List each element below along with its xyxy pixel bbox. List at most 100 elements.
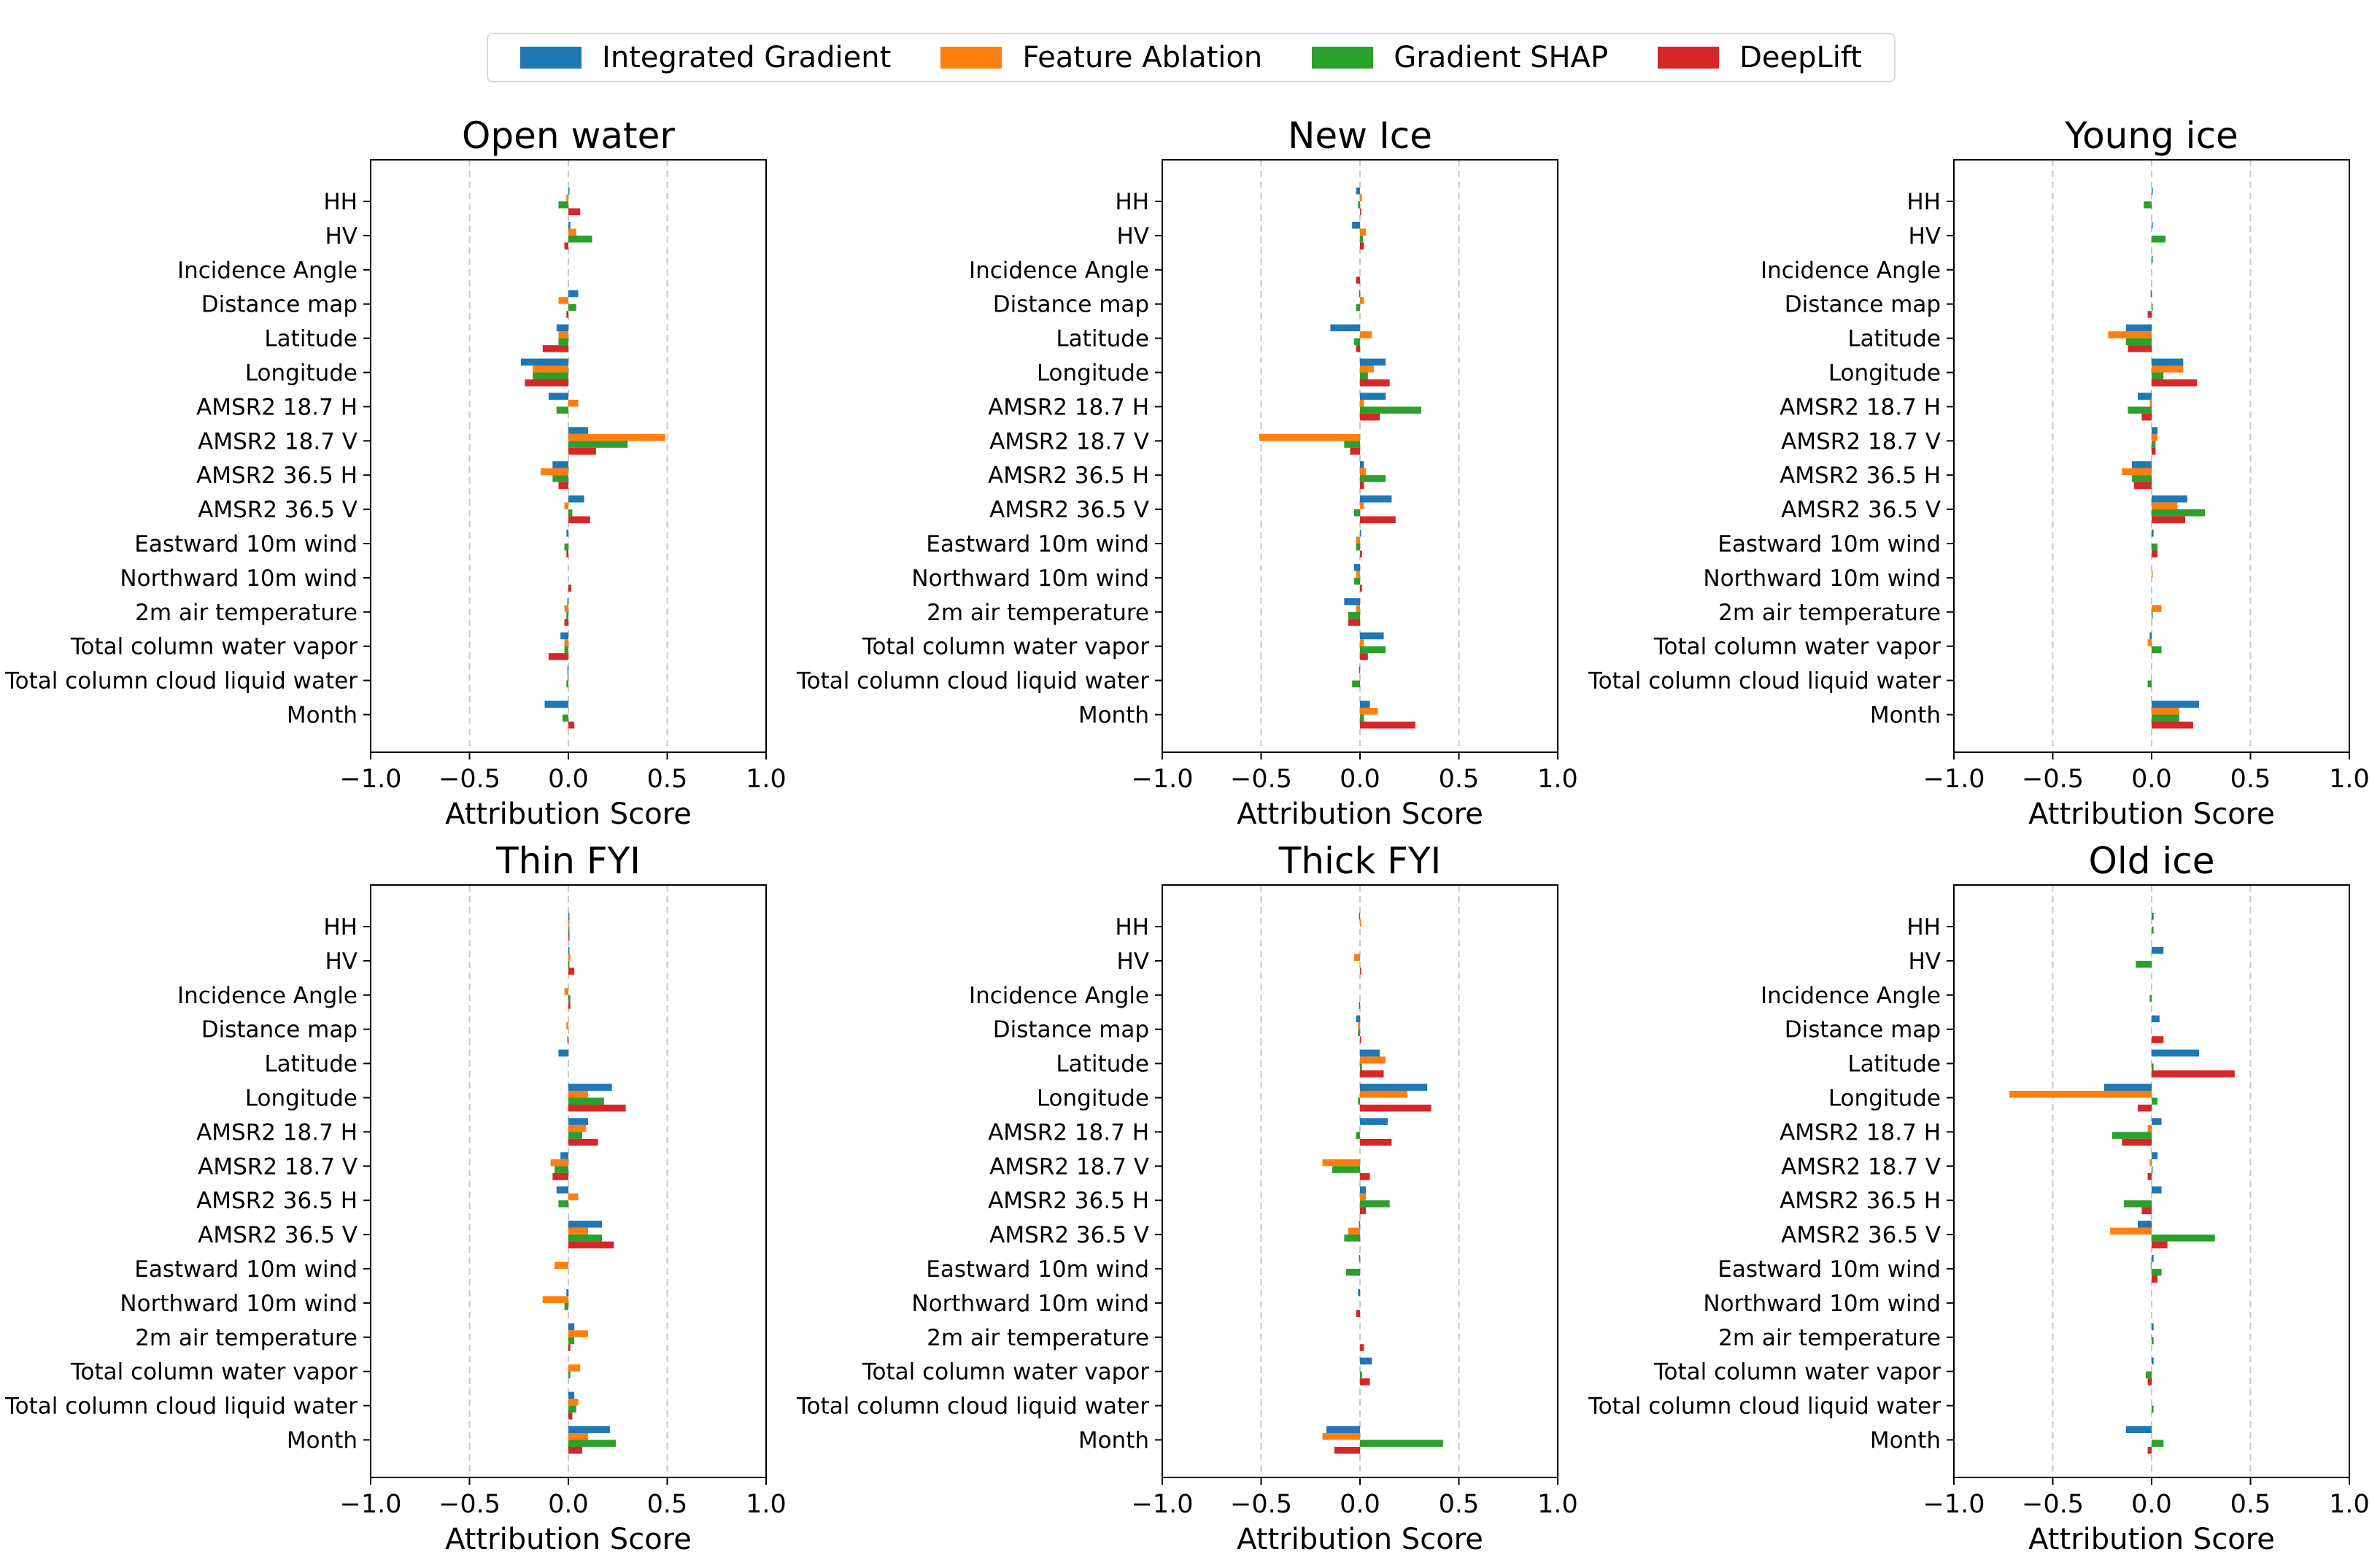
y-tick-label: AMSR2 18.7 V	[198, 1154, 358, 1180]
bar-gradient-shap-amsr2-36-5-h	[552, 475, 568, 482]
bar-integrated-gradient-total-column-cloud-liquid-water	[568, 1391, 575, 1399]
y-tick-label: Total column cloud liquid water	[1588, 668, 1941, 695]
bar-feature-ablation-2m-air-temperature	[2152, 605, 2162, 612]
bar-gradient-shap-amsr2-18-7-h	[2128, 406, 2152, 414]
x-tick-label: −1.0	[340, 1490, 402, 1519]
bar-integrated-gradient-month	[2152, 700, 2200, 708]
bar-gradient-shap-longitude	[2152, 372, 2164, 379]
y-tick-label: HH	[1906, 914, 1941, 940]
bar-integrated-gradient-latitude	[1360, 1049, 1380, 1057]
bar-gradient-shap-amsr2-18-7-h	[1360, 406, 1422, 414]
chart-young-ice: Young ice HH HV Incidence Angle Distance map…	[1588, 115, 2370, 831]
bar-gradient-shap-hh	[2144, 201, 2152, 209]
bar-feature-ablation-amsr2-36-5-h	[1360, 468, 1367, 476]
bar-deeplift-2m-air-temperature	[1360, 1344, 1364, 1351]
bar-integrated-gradient-total-column-water-vapor	[2149, 632, 2152, 640]
x-tick-label: −1.0	[1923, 1490, 1985, 1519]
y-tick-label: Month	[1870, 1428, 1941, 1454]
bar-deeplift-month	[1360, 722, 1415, 729]
y-tick-label: 2m air temperature	[135, 1325, 358, 1351]
bar-integrated-gradient-total-column-water-vapor	[560, 632, 568, 640]
bar-gradient-shap-month	[2152, 1440, 2164, 1447]
bar-deeplift-amsr2-18-7-v	[1360, 1172, 1370, 1180]
y-tick-label: Incidence Angle	[177, 258, 358, 284]
bar-gradient-shap-amsr2-18-7-v	[568, 441, 628, 448]
bar-deeplift-amsr2-36-5-v	[2152, 516, 2186, 524]
x-tick-label: 0.0	[2131, 1490, 2172, 1519]
bar-deeplift-hv	[564, 242, 568, 250]
y-tick-label: Eastward 10m wind	[134, 531, 358, 557]
bar-integrated-gradient-amsr2-18-7-h	[1360, 1118, 1388, 1125]
bar-integrated-gradient-distance-map	[2152, 1015, 2160, 1023]
bar-gradient-shap-hv	[568, 235, 592, 243]
bar-feature-ablation-amsr2-36-5-v	[1360, 502, 1364, 510]
y-tick-label: Incidence Angle	[1761, 258, 1941, 284]
y-tick-label: Eastward 10m wind	[134, 1256, 358, 1283]
bar-deeplift-hh	[1360, 208, 1361, 215]
bar-integrated-gradient-hv	[2152, 221, 2153, 229]
bar-integrated-gradient-longitude	[520, 358, 568, 366]
bar-integrated-gradient-amsr2-18-7-v	[2152, 1152, 2158, 1159]
y-tick-label: Northward 10m wind	[1703, 1291, 1941, 1317]
bar-feature-ablation-2m-air-temperature	[564, 605, 568, 612]
x-tick-label: −1.0	[1923, 765, 1985, 794]
bar-integrated-gradient-hv	[568, 221, 571, 229]
bar-feature-ablation-northward-10m-wind	[542, 1296, 568, 1303]
bar-integrated-gradient-amsr2-18-7-v	[568, 427, 589, 434]
bar-integrated-gradient-2m-air-temperature	[567, 598, 569, 606]
legend-label: DeepLift	[1739, 41, 1862, 74]
bar-deeplift-total-column-water-vapor	[548, 653, 568, 660]
y-tick-label: Month	[287, 1428, 358, 1454]
y-tick-label: AMSR2 18.7 V	[989, 428, 1149, 455]
y-tick-label: AMSR2 18.7 H	[196, 1119, 358, 1145]
bar-feature-ablation-total-column-water-vapor	[568, 1364, 581, 1372]
bar-deeplift-distance-map	[567, 1036, 569, 1043]
bar-deeplift-amsr2-18-7-h	[2122, 1138, 2152, 1146]
bar-gradient-shap-month	[568, 1440, 617, 1447]
bar-gradient-shap-amsr2-18-7-v	[2152, 1166, 2153, 1173]
y-tick-label: HH	[1115, 189, 1149, 215]
legend-swatch-integrated-gradient	[520, 47, 582, 69]
bar-gradient-shap-northward-10m-wind	[564, 1302, 568, 1310]
y-tick-label: AMSR2 18.7 H	[1780, 394, 1941, 420]
bar-feature-ablation-eastward-10m-wind	[1356, 536, 1360, 544]
bar-deeplift-eastward-10m-wind	[2152, 1275, 2158, 1283]
y-tick-label: 2m air temperature	[927, 600, 1149, 626]
bar-integrated-gradient-latitude	[556, 324, 568, 332]
bar-feature-ablation-amsr2-36-5-v	[2152, 502, 2178, 510]
bar-integrated-gradient-distance-map	[1356, 1015, 1360, 1023]
bar-feature-ablation-hh	[568, 919, 570, 927]
bar-gradient-shap-latitude	[1360, 1063, 1362, 1071]
bar-gradient-shap-total-column-cloud-liquid-water	[2147, 680, 2152, 688]
y-tick-label: AMSR2 36.5 V	[989, 1222, 1149, 1248]
y-tick-label: AMSR2 36.5 H	[988, 1188, 1149, 1214]
bar-deeplift-distance-map	[566, 311, 568, 318]
y-tick-label: Distance map	[1785, 1017, 1941, 1043]
bar-gradient-shap-amsr2-36-5-v	[2152, 1234, 2215, 1242]
bar-gradient-shap-month	[2152, 714, 2179, 722]
bar-integrated-gradient-northward-10m-wind	[1353, 563, 1360, 571]
legend-item-feature-ablation: Feature Ablation	[940, 41, 1262, 74]
bar-gradient-shap-eastward-10m-wind	[2152, 544, 2158, 551]
bar-gradient-shap-longitude	[568, 1097, 604, 1105]
bar-gradient-shap-amsr2-36-5-v	[568, 1234, 603, 1242]
bar-deeplift-2m-air-temperature	[568, 1344, 571, 1351]
bar-deeplift-total-column-cloud-liquid-water	[568, 1413, 573, 1420]
bar-gradient-shap-total-column-water-vapor	[2152, 646, 2162, 654]
y-tick-label: 2m air temperature	[135, 600, 358, 626]
bar-gradient-shap-eastward-10m-wind	[2152, 1269, 2162, 1276]
bar-integrated-gradient-amsr2-36-5-v	[568, 1221, 603, 1228]
y-tick-label: Northward 10m wind	[1703, 565, 1941, 592]
x-axis-label: Attribution Score	[1237, 1523, 1483, 1556]
x-tick-label: 0.5	[647, 765, 688, 794]
bar-deeplift-latitude	[1360, 1070, 1384, 1078]
chart-title: Thick FYI	[1278, 840, 1442, 882]
bar-gradient-shap-longitude	[1360, 372, 1368, 379]
bar-gradient-shap-month	[562, 714, 568, 722]
bar-integrated-gradient-amsr2-36-5-h	[552, 461, 568, 468]
y-tick-label: AMSR2 36.5 V	[1781, 497, 1941, 523]
bar-feature-ablation-amsr2-18-7-v	[1259, 433, 1360, 441]
x-tick-label: −0.5	[438, 765, 501, 794]
y-tick-label: Total column water vapor	[70, 1359, 358, 1386]
